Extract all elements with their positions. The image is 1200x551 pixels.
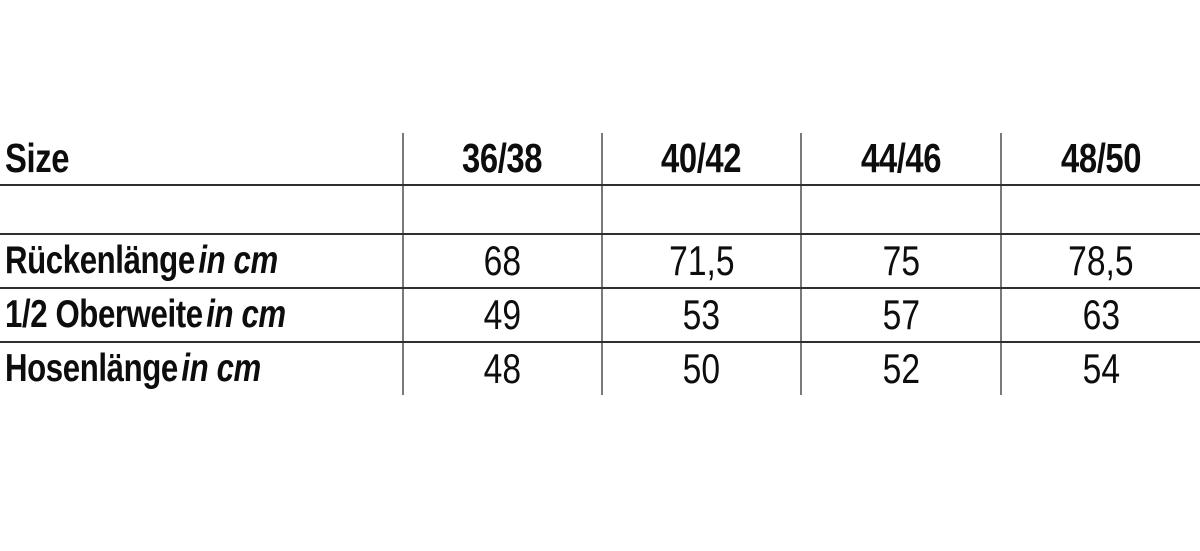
empty-cell bbox=[800, 185, 1001, 235]
value-text: 49 bbox=[483, 291, 522, 338]
value-cell: 63 bbox=[1000, 288, 1200, 343]
column-header-label: 44/46 bbox=[860, 135, 942, 181]
row-label-text: Hosenlänge bbox=[5, 347, 178, 390]
row-label-text: 1/2 Oberweite bbox=[5, 293, 203, 336]
column-header-36-38: 36/38 bbox=[402, 133, 602, 186]
value-text: 63 bbox=[1082, 291, 1120, 338]
spacer-row bbox=[0, 185, 1200, 235]
empty-cell bbox=[1000, 185, 1200, 235]
value-cell: 52 bbox=[800, 342, 1001, 395]
row-label: 1/2 Oberweite in cm bbox=[5, 293, 286, 337]
value-text: 53 bbox=[682, 291, 721, 338]
value-text: 50 bbox=[682, 345, 721, 392]
header-row: Size 36/38 40/42 44/46 48/50 bbox=[0, 133, 1200, 186]
column-header-40-42: 40/42 bbox=[601, 133, 801, 186]
value-cell: 57 bbox=[800, 288, 1001, 343]
row-label: Hosenlänge in cm bbox=[5, 347, 261, 391]
table-row-rueckenlaenge: Rückenlänge in cm 68 71,5 75 78,5 bbox=[0, 234, 1200, 289]
row-label-text: Rückenlänge bbox=[5, 239, 195, 282]
size-header-label: Size bbox=[5, 135, 70, 181]
value-cell: 48 bbox=[402, 342, 602, 395]
empty-cell bbox=[402, 185, 602, 235]
row-unit-text: in cm bbox=[198, 239, 278, 282]
value-cell: 54 bbox=[1000, 342, 1200, 395]
value-cell: 78,5 bbox=[1000, 234, 1200, 289]
column-header-48-50: 48/50 bbox=[1000, 133, 1200, 186]
row-label-cell: Hosenlänge in cm bbox=[0, 342, 403, 395]
value-text: 78,5 bbox=[1068, 237, 1134, 284]
table-row-hosenlaenge: Hosenlänge in cm 48 50 52 54 bbox=[0, 342, 1200, 395]
value-cell: 68 bbox=[402, 234, 602, 289]
row-unit-text: in cm bbox=[181, 347, 261, 390]
column-header-label: 36/38 bbox=[462, 135, 543, 181]
value-text: 48 bbox=[483, 345, 522, 392]
empty-cell bbox=[0, 185, 403, 235]
size-header-cell: Size bbox=[0, 133, 403, 186]
value-text: 52 bbox=[882, 345, 920, 392]
size-table: Size 36/38 40/42 44/46 48/50 Rückenlänge… bbox=[0, 133, 1200, 395]
row-label-cell: 1/2 Oberweite in cm bbox=[0, 288, 403, 343]
value-text: 71,5 bbox=[668, 237, 735, 284]
column-header-label: 48/50 bbox=[1060, 135, 1142, 181]
value-text: 75 bbox=[882, 237, 920, 284]
value-text: 57 bbox=[882, 291, 920, 338]
value-cell: 53 bbox=[601, 288, 801, 343]
column-header-label: 40/42 bbox=[661, 135, 742, 181]
empty-cell bbox=[601, 185, 801, 235]
value-cell: 75 bbox=[800, 234, 1001, 289]
column-header-44-46: 44/46 bbox=[800, 133, 1001, 186]
row-unit-text: in cm bbox=[206, 293, 286, 336]
row-label-cell: Rückenlänge in cm bbox=[0, 234, 403, 289]
value-cell: 50 bbox=[601, 342, 801, 395]
value-text: 68 bbox=[483, 237, 522, 284]
value-cell: 49 bbox=[402, 288, 602, 343]
value-text: 54 bbox=[1082, 345, 1120, 392]
row-label: Rückenlänge in cm bbox=[5, 239, 278, 283]
value-cell: 71,5 bbox=[601, 234, 801, 289]
table-row-oberweite: 1/2 Oberweite in cm 49 53 57 63 bbox=[0, 288, 1200, 343]
